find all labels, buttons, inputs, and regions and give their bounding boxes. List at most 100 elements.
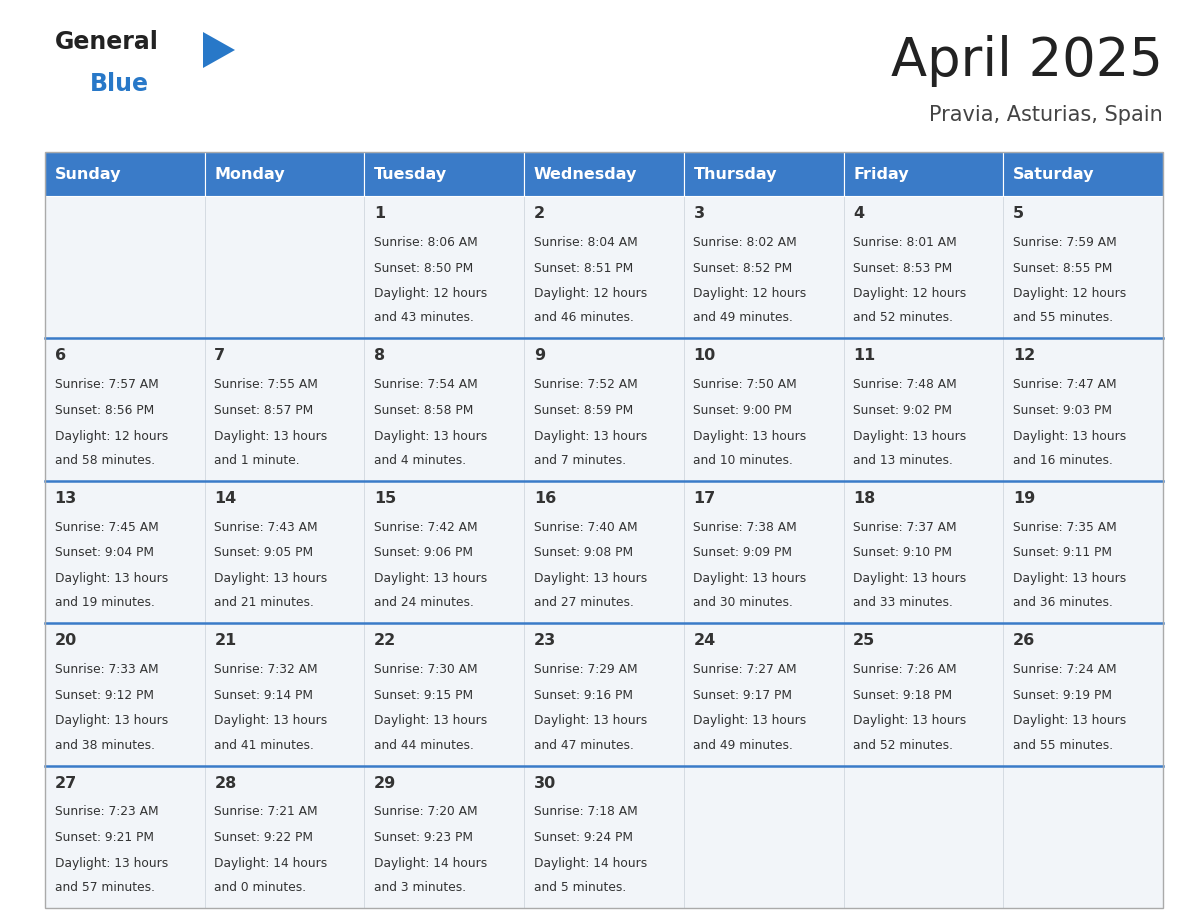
Bar xyxy=(1004,766,1163,908)
Text: 16: 16 xyxy=(533,491,556,506)
Text: 3: 3 xyxy=(694,206,704,221)
Text: Sunset: 9:02 PM: Sunset: 9:02 PM xyxy=(853,404,952,417)
Text: and 46 minutes.: and 46 minutes. xyxy=(533,311,633,324)
Bar xyxy=(45,152,1163,908)
Text: Daylight: 13 hours: Daylight: 13 hours xyxy=(55,856,168,869)
Bar xyxy=(1004,196,1163,339)
Text: Sunset: 9:11 PM: Sunset: 9:11 PM xyxy=(1013,546,1112,559)
Text: and 36 minutes.: and 36 minutes. xyxy=(1013,596,1113,610)
Text: and 47 minutes.: and 47 minutes. xyxy=(533,739,633,752)
Bar xyxy=(843,766,1004,908)
Bar xyxy=(365,152,524,196)
Bar xyxy=(45,339,204,481)
Bar xyxy=(684,196,843,339)
Text: 6: 6 xyxy=(55,348,65,364)
Text: Daylight: 13 hours: Daylight: 13 hours xyxy=(853,572,966,585)
Text: 8: 8 xyxy=(374,348,385,364)
Text: Daylight: 13 hours: Daylight: 13 hours xyxy=(694,572,807,585)
Text: Daylight: 13 hours: Daylight: 13 hours xyxy=(55,714,168,727)
Bar xyxy=(1004,152,1163,196)
Text: Sunrise: 7:54 AM: Sunrise: 7:54 AM xyxy=(374,378,478,391)
Text: Daylight: 12 hours: Daylight: 12 hours xyxy=(374,287,487,300)
Text: Daylight: 13 hours: Daylight: 13 hours xyxy=(55,572,168,585)
Text: Daylight: 12 hours: Daylight: 12 hours xyxy=(694,287,807,300)
Text: Daylight: 12 hours: Daylight: 12 hours xyxy=(853,287,966,300)
Bar xyxy=(1004,481,1163,623)
Text: and 24 minutes.: and 24 minutes. xyxy=(374,596,474,610)
Text: and 57 minutes.: and 57 minutes. xyxy=(55,881,154,894)
Text: Sunset: 8:56 PM: Sunset: 8:56 PM xyxy=(55,404,153,417)
Text: and 52 minutes.: and 52 minutes. xyxy=(853,311,953,324)
Text: Blue: Blue xyxy=(90,72,148,96)
Text: Sunday: Sunday xyxy=(55,166,121,182)
Text: Sunset: 9:08 PM: Sunset: 9:08 PM xyxy=(533,546,633,559)
Text: 7: 7 xyxy=(214,348,226,364)
Text: Daylight: 13 hours: Daylight: 13 hours xyxy=(853,714,966,727)
Text: 23: 23 xyxy=(533,633,556,648)
Bar xyxy=(843,152,1004,196)
Bar xyxy=(365,339,524,481)
Text: Daylight: 13 hours: Daylight: 13 hours xyxy=(374,430,487,442)
Text: Daylight: 13 hours: Daylight: 13 hours xyxy=(533,714,647,727)
Text: 12: 12 xyxy=(1013,348,1035,364)
Text: and 3 minutes.: and 3 minutes. xyxy=(374,881,466,894)
Text: and 0 minutes.: and 0 minutes. xyxy=(214,881,307,894)
Text: Sunrise: 8:02 AM: Sunrise: 8:02 AM xyxy=(694,236,797,249)
Text: Sunrise: 7:26 AM: Sunrise: 7:26 AM xyxy=(853,663,956,676)
Text: Daylight: 12 hours: Daylight: 12 hours xyxy=(533,287,647,300)
Bar xyxy=(365,623,524,766)
Text: Sunset: 9:03 PM: Sunset: 9:03 PM xyxy=(1013,404,1112,417)
Text: and 44 minutes.: and 44 minutes. xyxy=(374,739,474,752)
Text: 15: 15 xyxy=(374,491,397,506)
Text: and 30 minutes.: and 30 minutes. xyxy=(694,596,794,610)
Text: Sunset: 8:57 PM: Sunset: 8:57 PM xyxy=(214,404,314,417)
Text: Sunrise: 7:55 AM: Sunrise: 7:55 AM xyxy=(214,378,318,391)
Text: 25: 25 xyxy=(853,633,876,648)
Bar xyxy=(1004,623,1163,766)
Text: Saturday: Saturday xyxy=(1013,166,1094,182)
Bar xyxy=(45,766,204,908)
Text: Daylight: 14 hours: Daylight: 14 hours xyxy=(374,856,487,869)
Text: 2: 2 xyxy=(533,206,545,221)
Text: Sunset: 9:22 PM: Sunset: 9:22 PM xyxy=(214,831,314,845)
Text: Sunset: 8:59 PM: Sunset: 8:59 PM xyxy=(533,404,633,417)
Text: 30: 30 xyxy=(533,776,556,790)
Text: Sunset: 9:00 PM: Sunset: 9:00 PM xyxy=(694,404,792,417)
Bar xyxy=(524,196,684,339)
Bar xyxy=(524,152,684,196)
Bar xyxy=(45,196,204,339)
Text: Tuesday: Tuesday xyxy=(374,166,447,182)
Text: 11: 11 xyxy=(853,348,876,364)
Bar xyxy=(204,339,365,481)
Polygon shape xyxy=(203,32,235,68)
Text: Sunset: 9:15 PM: Sunset: 9:15 PM xyxy=(374,688,473,701)
Text: Sunset: 9:06 PM: Sunset: 9:06 PM xyxy=(374,546,473,559)
Text: Sunset: 9:14 PM: Sunset: 9:14 PM xyxy=(214,688,314,701)
Text: and 10 minutes.: and 10 minutes. xyxy=(694,453,794,466)
Bar xyxy=(524,481,684,623)
Text: Daylight: 13 hours: Daylight: 13 hours xyxy=(853,430,966,442)
Text: 4: 4 xyxy=(853,206,865,221)
Bar xyxy=(1004,339,1163,481)
Text: Daylight: 13 hours: Daylight: 13 hours xyxy=(694,430,807,442)
Bar xyxy=(204,766,365,908)
Text: Sunset: 9:18 PM: Sunset: 9:18 PM xyxy=(853,688,953,701)
Bar xyxy=(204,623,365,766)
Text: and 58 minutes.: and 58 minutes. xyxy=(55,453,154,466)
Text: and 55 minutes.: and 55 minutes. xyxy=(1013,739,1113,752)
Text: April 2025: April 2025 xyxy=(891,35,1163,87)
Bar xyxy=(843,623,1004,766)
Bar xyxy=(365,766,524,908)
Text: 26: 26 xyxy=(1013,633,1035,648)
Text: and 49 minutes.: and 49 minutes. xyxy=(694,311,794,324)
Text: Sunset: 9:16 PM: Sunset: 9:16 PM xyxy=(533,688,633,701)
Text: Sunset: 9:17 PM: Sunset: 9:17 PM xyxy=(694,688,792,701)
Text: 5: 5 xyxy=(1013,206,1024,221)
Text: Sunset: 8:53 PM: Sunset: 8:53 PM xyxy=(853,262,953,274)
Text: and 43 minutes.: and 43 minutes. xyxy=(374,311,474,324)
Bar xyxy=(365,196,524,339)
Text: Sunrise: 7:18 AM: Sunrise: 7:18 AM xyxy=(533,805,638,819)
Text: and 38 minutes.: and 38 minutes. xyxy=(55,739,154,752)
Text: and 27 minutes.: and 27 minutes. xyxy=(533,596,633,610)
Text: Sunset: 9:12 PM: Sunset: 9:12 PM xyxy=(55,688,153,701)
